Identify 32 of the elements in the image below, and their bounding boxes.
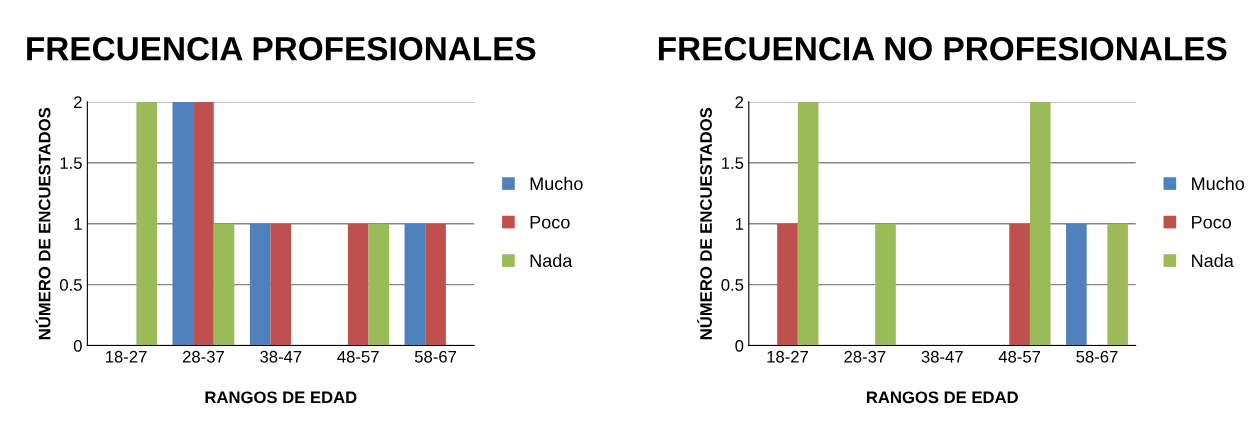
y-axis-title: NÚMERO DE ENCUESTADOS: [696, 107, 712, 340]
y-tick-label: 2: [735, 96, 744, 108]
y-tick-label: 1.5: [60, 157, 82, 170]
chart-title: FRECUENCIA NO PROFESIONALES: [658, 36, 1227, 61]
x-axis-title: RANGOS DE EDAD: [866, 391, 1018, 404]
y-tick-label: 1: [74, 218, 82, 230]
x-tick-label: 28-37: [844, 350, 886, 363]
x-tick-label: 58-67: [1076, 350, 1118, 363]
x-tick-label: 58-67: [414, 350, 457, 363]
legend-label: Mucho: [1192, 176, 1245, 191]
chart-title: FRECUENCIA PROFESIONALES: [27, 36, 536, 61]
legend-label: Poco: [530, 215, 570, 229]
y-tick-label: 0.5: [721, 279, 744, 291]
x-tick-label: 48-57: [998, 350, 1041, 363]
y-tick-label: 0: [735, 339, 744, 352]
legend-label: Nada: [530, 253, 573, 268]
y-tick-label: 2: [74, 96, 82, 108]
y-tick-label: 1: [735, 218, 744, 230]
legend-label: Mucho: [530, 176, 583, 191]
y-tick-label: 0: [73, 339, 82, 352]
x-tick-label: 48-57: [337, 350, 379, 363]
y-tick-label: 1.5: [722, 157, 744, 170]
x-tick-label: 28-37: [182, 350, 224, 363]
y-tick-label: 0.5: [59, 279, 82, 291]
x-tick-label: 38-47: [260, 350, 302, 363]
x-axis-title: RANGOS DE EDAD: [205, 391, 357, 404]
x-tick-label: 18-27: [106, 350, 147, 363]
legend-label: Nada: [1192, 253, 1234, 268]
x-tick-label: 18-27: [767, 350, 808, 363]
legend-label: Poco: [1192, 215, 1232, 229]
y-axis-title: NÚMERO DE ENCUESTADOS: [35, 107, 51, 340]
x-tick-label: 38-47: [921, 350, 963, 363]
